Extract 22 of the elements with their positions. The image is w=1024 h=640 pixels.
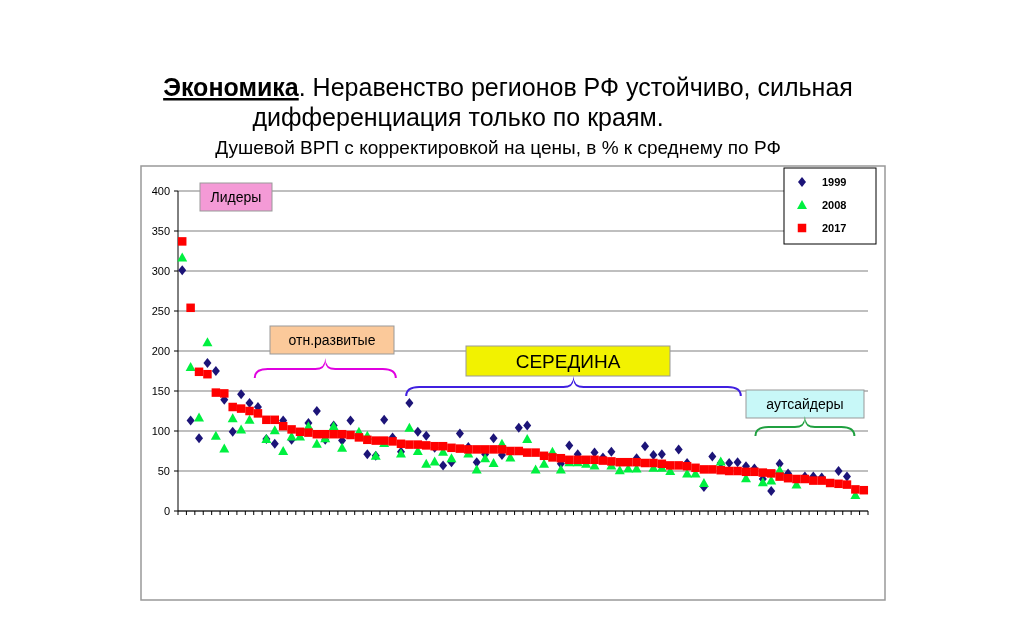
- annotation: отн.развитые: [288, 331, 376, 348]
- chart-title: Экономика. Неравенство регионов РФ устойчиво, сильная дифференциация только по краям.: [163, 73, 853, 131]
- legend-label: 2017: [822, 221, 847, 234]
- annotation: аутсайдеры: [766, 395, 844, 412]
- y-tick-label: 300: [151, 264, 170, 277]
- y-tick-label: 0: [163, 504, 170, 517]
- y-tick-label: 250: [151, 304, 170, 317]
- wide-brace-callout: СЕРЕДИНА: [405, 345, 742, 396]
- y-tick-label: 350: [151, 224, 170, 237]
- legend-label: 2008: [822, 198, 847, 211]
- brace-callout: отн.развитые: [253, 325, 397, 378]
- y-tick-label: 100: [151, 424, 170, 437]
- y-tick-label: 400: [151, 184, 170, 197]
- y-tick-label: 50: [157, 464, 170, 477]
- y-tick-label: 200: [151, 344, 170, 357]
- annotation: Лидеры: [210, 188, 262, 205]
- annotation: СЕРЕДИНА: [515, 350, 621, 372]
- y-tick-label: 150: [151, 384, 170, 397]
- legend-label: 1999: [822, 175, 847, 188]
- callout: Лидеры: [199, 182, 273, 212]
- chart-subtitle: Душевой ВРП с корректировкой на цены, в % к среднему по РФ: [215, 137, 781, 158]
- short-brace-callout: аутсайдеры: [745, 389, 865, 436]
